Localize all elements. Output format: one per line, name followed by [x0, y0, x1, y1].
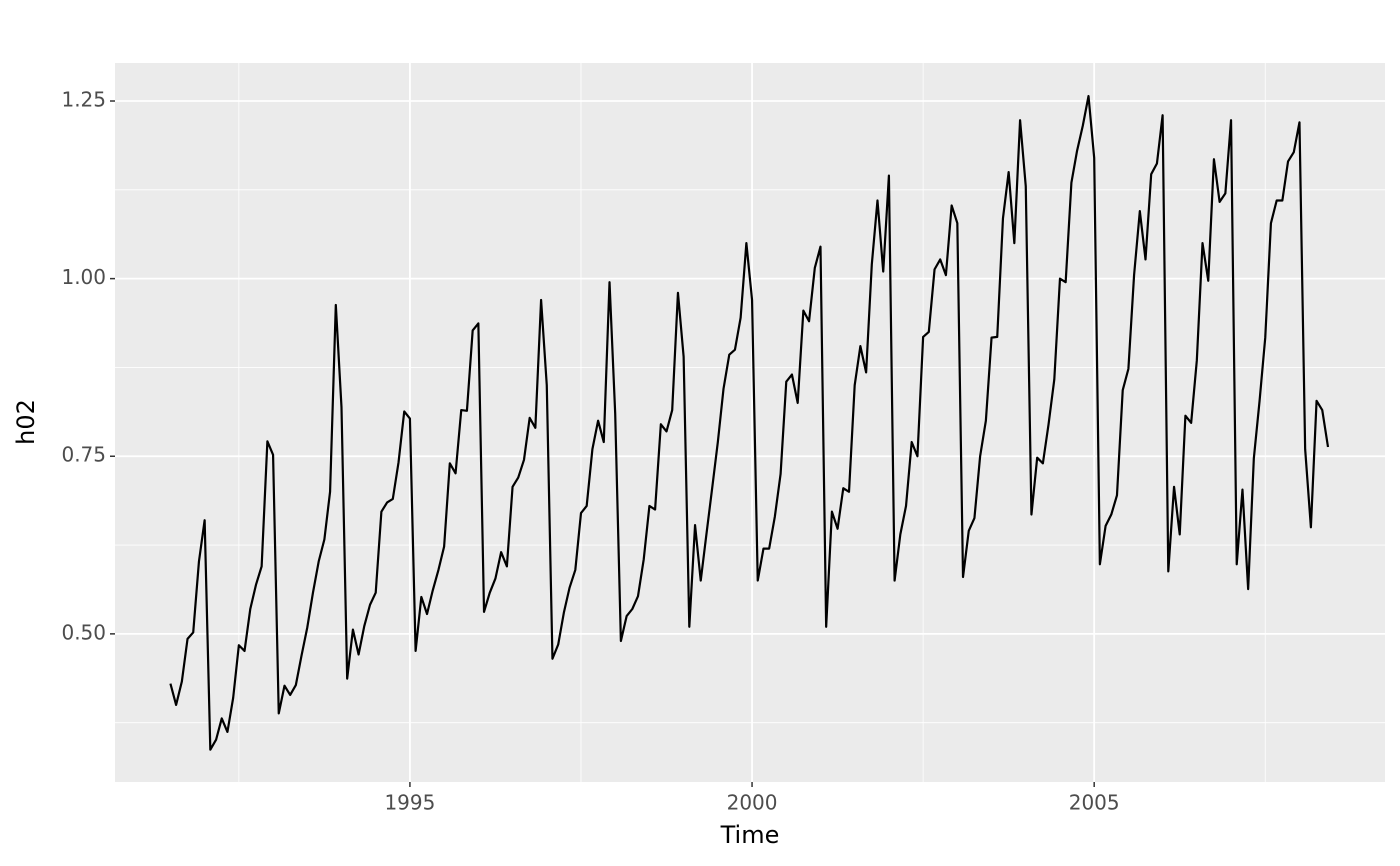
- x-tick-label: 1995: [384, 791, 435, 815]
- y-tick-label: 1.25: [61, 88, 106, 112]
- y-axis-title: h02: [12, 399, 40, 445]
- panel: [115, 63, 1385, 782]
- x-axis-title: Time: [720, 821, 780, 849]
- series-line: [169, 94, 1330, 751]
- x-tick-label: 2005: [1069, 791, 1120, 815]
- y-tick-label: 0.50: [61, 620, 106, 644]
- x-tick-label: 2000: [727, 791, 778, 815]
- y-tick-label: 0.75: [61, 443, 106, 467]
- y-tick-label: 1.00: [61, 265, 106, 289]
